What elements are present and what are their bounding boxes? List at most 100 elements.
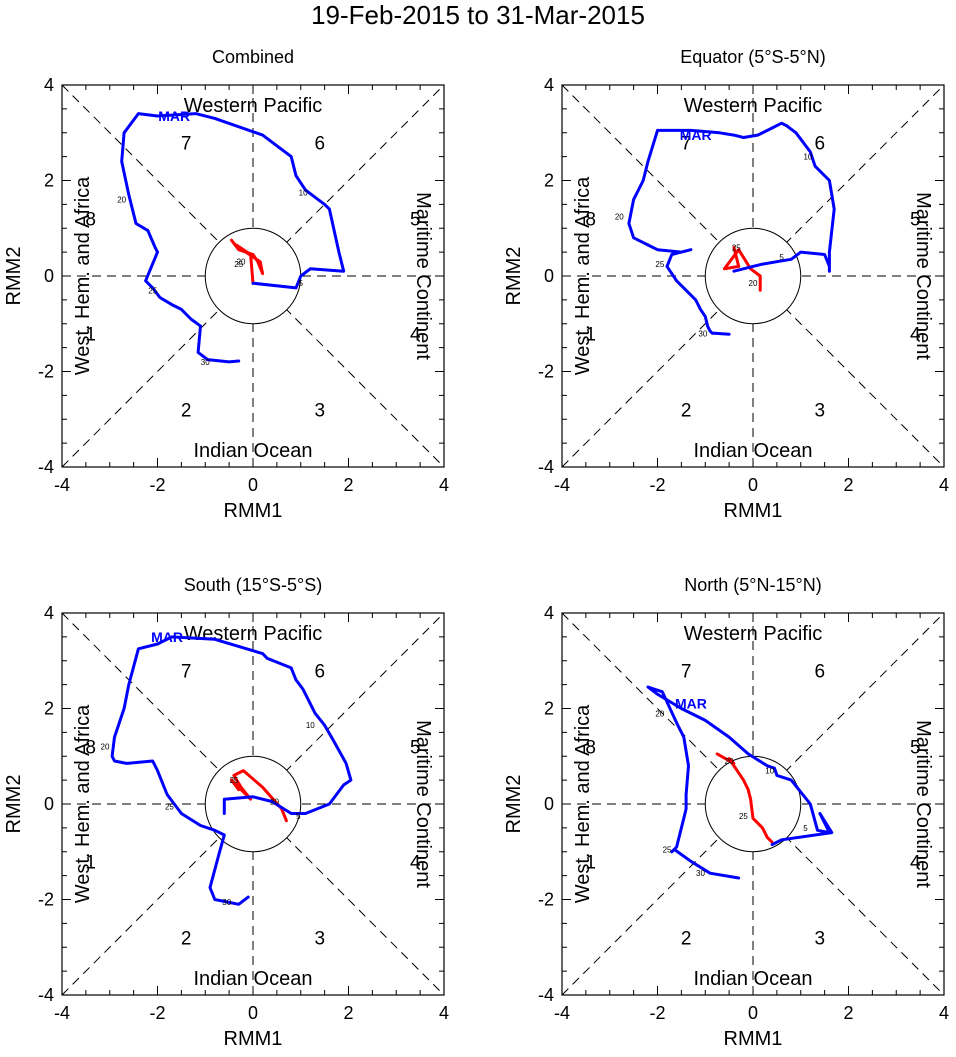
panel-title: South (15°S-5°S) <box>184 575 322 595</box>
series-line-feb <box>715 752 774 844</box>
phase-number-7: 7 <box>181 133 192 154</box>
figure-title: 19-Feb-2015 to 31-Mar-2015 <box>311 0 645 30</box>
day-label: 20 <box>117 196 126 205</box>
y-tick-label: -2 <box>38 362 54 382</box>
x-tick-label: 0 <box>248 1003 258 1023</box>
y-tick-label: -2 <box>538 890 554 910</box>
phase-panel-2: -4-4 -2 -2 0 0 2 2 4 4 Equator (5°S-5°N) RMM1 RMM2 W… <box>503 47 949 522</box>
phase-number-5: 5 <box>910 738 921 759</box>
phase-number-6: 6 <box>815 133 826 154</box>
phase-number-2: 2 <box>681 401 692 422</box>
region-label-bottom: Indian Ocean <box>694 440 813 462</box>
phase-number-8: 8 <box>85 738 96 759</box>
region-label-left: West. Hem. and Africa <box>572 176 594 375</box>
day-label: 30 <box>696 869 705 878</box>
phase-number-2: 2 <box>681 929 692 950</box>
day-label: 25 <box>663 845 672 854</box>
x-tick-label: 2 <box>343 1003 353 1023</box>
region-label-bottom: Indian Ocean <box>694 968 813 990</box>
y-axis-label: RMM2 <box>3 775 25 834</box>
month-label: MAR <box>158 108 190 124</box>
unit-circle <box>704 227 802 325</box>
day-label: 20 <box>655 709 664 718</box>
day-label: 25 <box>732 243 741 252</box>
day-label: 25 <box>229 776 238 785</box>
y-tick-label: 2 <box>44 171 54 191</box>
phase-panel-4: -4-4 -2 -2 0 0 2 2 4 4 North (5°N-15°N) RMM1 RMM2 We… <box>503 575 949 1050</box>
x-axis-label: RMM1 <box>724 500 783 522</box>
day-label: 5 <box>299 279 304 288</box>
day-label: 30 <box>201 358 210 367</box>
day-label: 5 <box>779 253 784 262</box>
region-label-left: West. Hem. and Africa <box>72 176 94 375</box>
phase-number-6: 6 <box>815 661 826 682</box>
day-label: 20 <box>270 798 279 807</box>
phase-number-1: 1 <box>85 852 96 873</box>
day-label: 20 <box>101 743 110 752</box>
y-tick-label: 0 <box>544 266 554 286</box>
x-tick-label: 0 <box>248 475 258 495</box>
x-tick-label: -4 <box>554 1003 570 1023</box>
region-label-right: Maritime Continent <box>912 720 934 888</box>
region-label-top: Western Pacific <box>184 95 323 117</box>
x-tick-label: -2 <box>649 1003 665 1023</box>
phase-number-4: 4 <box>410 324 421 345</box>
region-label-right: Maritime Continent <box>412 720 434 888</box>
day-label: 5 <box>296 812 301 821</box>
x-tick-label: -4 <box>54 475 70 495</box>
phase-number-4: 4 <box>410 852 421 873</box>
x-tick-label: 4 <box>939 475 949 495</box>
phase-number-1: 1 <box>585 852 596 873</box>
phase-number-5: 5 <box>410 210 421 231</box>
region-label-bottom: Indian Ocean <box>194 968 313 990</box>
day-label: 20 <box>237 258 246 267</box>
y-tick-label: 0 <box>44 794 54 814</box>
day-label: 20 <box>725 757 734 766</box>
y-tick-label: 4 <box>544 603 554 623</box>
y-tick-label: -2 <box>38 890 54 910</box>
series-line-mar <box>627 121 836 336</box>
y-tick-label: -4 <box>38 985 54 1005</box>
phase-number-7: 7 <box>681 133 692 154</box>
y-axis-label: RMM2 <box>503 247 525 306</box>
x-tick-label: 4 <box>439 1003 449 1023</box>
day-label: 25 <box>655 260 664 269</box>
phase-number-2: 2 <box>181 929 192 950</box>
x-tick-label: -4 <box>54 1003 70 1023</box>
region-label-right: Maritime Continent <box>412 192 434 360</box>
y-tick-label: 2 <box>544 699 554 719</box>
series-line-mar <box>646 685 834 880</box>
series-line-feb <box>722 245 762 292</box>
x-tick-label: -4 <box>554 475 570 495</box>
phase-number-6: 6 <box>315 661 326 682</box>
phase-number-2: 2 <box>181 401 192 422</box>
y-tick-label: 2 <box>544 171 554 191</box>
x-axis-label: RMM1 <box>224 500 283 522</box>
phase-number-4: 4 <box>910 852 921 873</box>
series-line-feb <box>230 238 265 285</box>
day-label: 10 <box>306 721 315 730</box>
phase-number-3: 3 <box>315 401 326 422</box>
phase-number-3: 3 <box>815 929 826 950</box>
day-label: 25 <box>739 812 748 821</box>
day-label: 25 <box>234 260 243 269</box>
x-tick-label: 4 <box>439 475 449 495</box>
y-axis-label: RMM2 <box>3 247 25 306</box>
day-label: 5 <box>803 824 808 833</box>
region-label-bottom: Indian Ocean <box>194 440 313 462</box>
y-tick-label: 4 <box>44 75 54 95</box>
x-axis-label: RMM1 <box>724 1028 783 1050</box>
series-line-mar <box>120 112 346 364</box>
y-axis-label: RMM2 <box>503 775 525 834</box>
x-tick-label: -2 <box>149 1003 165 1023</box>
phase-number-7: 7 <box>681 661 692 682</box>
y-tick-label: 4 <box>544 75 554 95</box>
phase-number-5: 5 <box>410 738 421 759</box>
phase-number-5: 5 <box>910 210 921 231</box>
unit-circle <box>704 755 802 853</box>
phase-number-4: 4 <box>910 324 921 345</box>
unit-circle <box>204 755 302 853</box>
day-label: 20 <box>749 279 758 288</box>
y-tick-label: -4 <box>538 457 554 477</box>
